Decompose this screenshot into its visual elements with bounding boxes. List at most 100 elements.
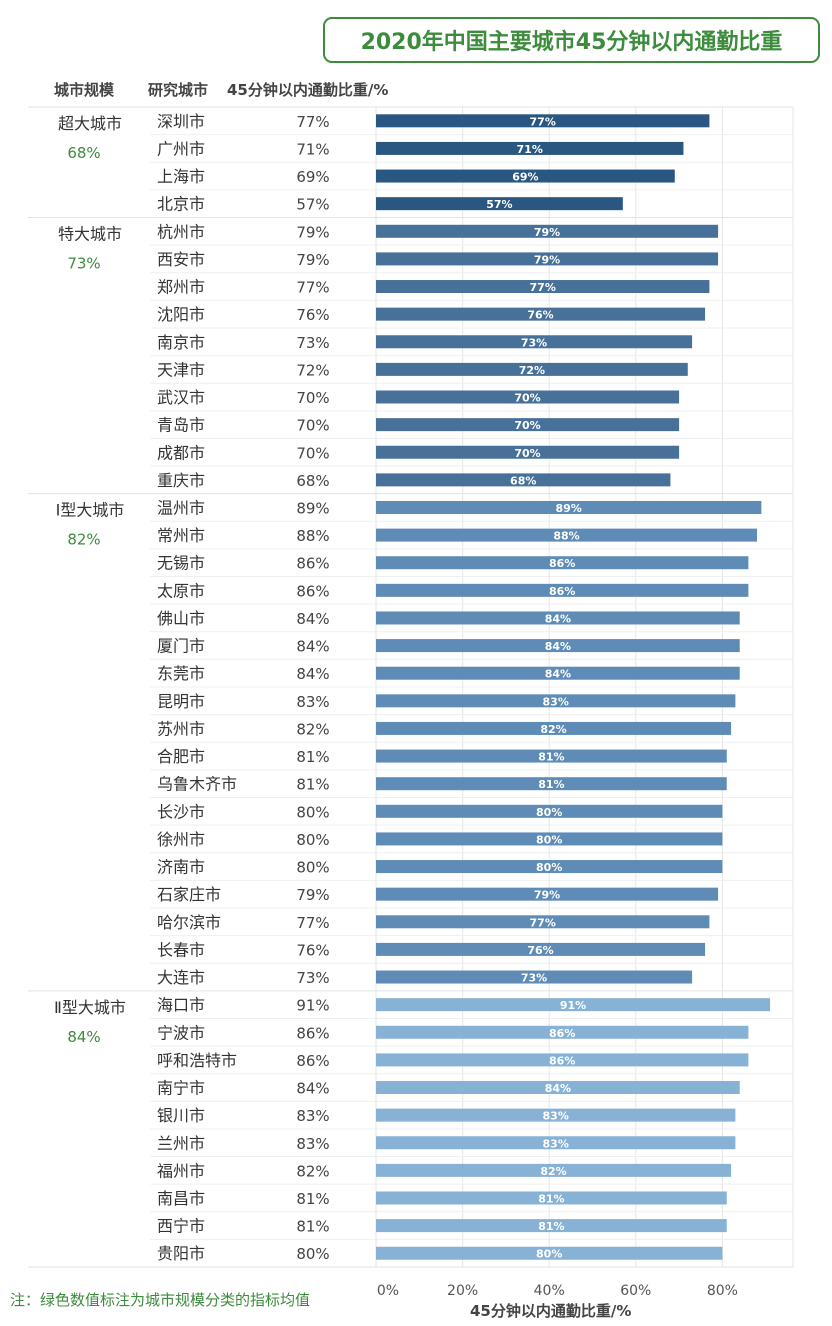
bar-data-label: 81% (538, 1220, 564, 1233)
city-label: 西安市 (157, 250, 205, 269)
group-name: Ⅰ型大城市 (56, 501, 125, 520)
value-label: 81% (296, 1218, 329, 1236)
bar (376, 915, 710, 929)
bar (376, 307, 706, 321)
city-label: 青岛市 (157, 416, 205, 435)
value-label: 71% (296, 140, 329, 158)
value-label: 80% (296, 803, 329, 821)
city-label: 昆明市 (157, 692, 205, 711)
bar (376, 1081, 740, 1095)
bar-data-label: 81% (538, 751, 564, 764)
city-label: 哈尔滨市 (157, 913, 221, 932)
column-header-category: 城市规模 (54, 81, 115, 99)
bar (376, 1108, 736, 1122)
bar (376, 197, 623, 211)
bar-data-label: 80% (536, 833, 562, 846)
value-label: 86% (296, 1052, 329, 1070)
city-label: 徐州市 (157, 830, 205, 849)
bar-data-label: 80% (536, 1248, 562, 1261)
value-label: 86% (296, 555, 329, 573)
bar (376, 1219, 727, 1233)
value-label: 80% (296, 859, 329, 877)
bar (376, 169, 675, 183)
bar-data-label: 84% (545, 640, 571, 653)
bar (376, 832, 723, 846)
bar (376, 887, 719, 901)
city-label: 长春市 (157, 940, 205, 959)
city-label: 杭州市 (157, 222, 205, 241)
bar (376, 860, 723, 874)
bar-data-label: 88% (553, 530, 579, 543)
bar-data-label: 81% (538, 778, 564, 791)
bar (376, 473, 671, 487)
bar (376, 500, 762, 514)
city-label: 佛山市 (157, 609, 205, 628)
city-label: 贵阳市 (157, 1244, 205, 1263)
bar (376, 418, 680, 432)
bar (376, 556, 749, 570)
bar-data-label: 70% (514, 419, 540, 432)
value-label: 73% (296, 969, 329, 987)
bar (376, 1163, 732, 1177)
value-label: 86% (296, 582, 329, 600)
value-label: 79% (296, 251, 329, 269)
bar-data-label: 84% (545, 1082, 571, 1095)
bar-data-label: 79% (534, 889, 560, 902)
bar-data-label: 72% (519, 364, 545, 377)
value-label: 81% (296, 1190, 329, 1208)
bar-data-label: 80% (536, 806, 562, 819)
value-label: 77% (296, 914, 329, 932)
x-tick-label: 0% (377, 1283, 399, 1299)
value-label: 80% (296, 831, 329, 849)
bar-data-label: 82% (540, 723, 566, 736)
bar-data-label: 68% (510, 474, 536, 487)
column-header-city: 研究城市 (148, 81, 209, 99)
city-label: 福州市 (157, 1161, 205, 1180)
value-label: 79% (296, 223, 329, 241)
value-label: 82% (296, 1162, 329, 1180)
bar (376, 224, 719, 238)
bar (376, 583, 749, 597)
bar-data-label: 86% (549, 1027, 575, 1040)
bar (376, 639, 740, 653)
group-mean-label: 73% (67, 254, 100, 272)
bar-data-label: 86% (549, 1054, 575, 1067)
chart-title: 2020年中国主要城市45分钟以内通勤比重 (323, 17, 820, 63)
bar (376, 777, 727, 791)
bar (376, 445, 680, 459)
city-label: 武汉市 (157, 388, 205, 407)
bar (376, 998, 771, 1012)
city-label: 重庆市 (157, 471, 205, 490)
city-label: 北京市 (157, 195, 205, 214)
city-label: 沈阳市 (157, 305, 205, 324)
value-label: 79% (296, 886, 329, 904)
bar-data-label: 70% (514, 392, 540, 405)
city-label: 成都市 (157, 443, 205, 462)
value-label: 86% (296, 1024, 329, 1042)
city-label: 长沙市 (157, 802, 205, 821)
value-label: 83% (296, 693, 329, 711)
city-label: 厦门市 (157, 637, 205, 656)
bar (376, 528, 758, 542)
value-label: 68% (296, 472, 329, 490)
city-label: 济南市 (157, 858, 205, 877)
value-label: 84% (296, 610, 329, 628)
city-label: 深圳市 (157, 112, 205, 131)
bar (376, 721, 732, 735)
bar-data-label: 57% (486, 198, 512, 211)
city-label: 东莞市 (157, 664, 205, 683)
city-label: 苏州市 (157, 719, 205, 738)
bar (376, 1053, 749, 1067)
value-label: 84% (296, 665, 329, 683)
value-label: 83% (296, 1107, 329, 1125)
city-label: 合肥市 (157, 747, 205, 766)
city-label: 海口市 (157, 996, 205, 1015)
city-label: 西宁市 (157, 1217, 205, 1236)
city-label: 乌鲁木齐市 (157, 775, 237, 794)
bar-data-label: 89% (556, 502, 582, 515)
bar-data-label: 83% (543, 695, 569, 708)
city-label: 太原市 (157, 581, 205, 600)
bar (376, 1136, 736, 1150)
city-label: 天津市 (157, 360, 205, 379)
